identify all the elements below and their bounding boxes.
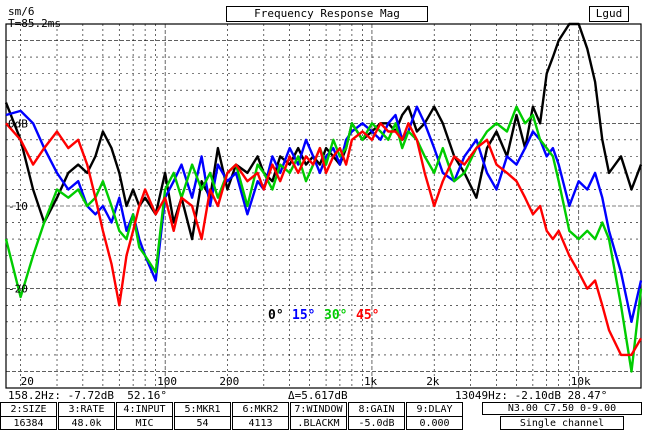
window-softkey[interactable]: 7:WINDOW .BLACKM xyxy=(290,402,347,430)
x-tick-label: 1k xyxy=(364,375,378,388)
series-line-30deg xyxy=(4,105,643,373)
softkey-label: 2:SIZE xyxy=(1,403,56,417)
softkey-label: 8:GAIN xyxy=(349,403,404,417)
legend-45deg: 45° xyxy=(356,308,380,323)
softkey-value: 16384 xyxy=(13,418,44,429)
softkey-value: MIC xyxy=(135,418,154,429)
marker1-readout: 158.2Hz: -7.72dB 52.16° xyxy=(8,389,167,402)
marker2-readout: 13049Hz: -2.10dB 28.47° xyxy=(455,389,608,402)
softkey-label: 5:MKR1 xyxy=(175,403,230,417)
input-softkey[interactable]: 4:INPUT MIC xyxy=(116,402,173,430)
delta-readout: Δ=5.617dB xyxy=(288,389,348,402)
softkey-value: 54 xyxy=(196,418,209,429)
y-tick-label: -10 xyxy=(8,200,28,213)
plot-title[interactable]: Frequency Response Mag xyxy=(226,6,428,22)
softkey-value: 4113 xyxy=(248,418,273,429)
x-tick-label: 20 xyxy=(21,375,34,388)
legend-0deg: 0° xyxy=(268,308,284,323)
y-tick-label: -20 xyxy=(8,283,28,296)
softkey-value: 48.0k xyxy=(71,418,102,429)
plot-tick-labels: 20 100 200 1k 2k 10k 0dB -10 -20 xyxy=(8,117,591,388)
softkey-value: -5.0dB xyxy=(358,418,395,429)
x-tick-label: 200 xyxy=(219,375,239,388)
softkey-label: 4:INPUT xyxy=(117,403,172,417)
size-softkey[interactable]: 2:SIZE 16384 xyxy=(0,402,57,430)
softkey-label: 7:WINDOW xyxy=(291,403,346,417)
channel-mode-button[interactable]: Single channel xyxy=(500,416,624,430)
plot-series xyxy=(4,22,643,373)
legend-15deg: 15° xyxy=(292,308,316,323)
softkey-label: 9:DLAY xyxy=(407,403,462,417)
softkey-value: .BLACKM xyxy=(297,418,340,429)
softkey-label: 6:MKR2 xyxy=(233,403,288,417)
marker1-softkey[interactable]: 5:MKR1 54 xyxy=(174,402,231,430)
x-tick-label: 2k xyxy=(426,375,440,388)
softkey-label: 3:RATE xyxy=(59,403,114,417)
gain-softkey[interactable]: 8:GAIN -5.0dB xyxy=(348,402,405,430)
mode-button[interactable]: Lgud xyxy=(589,6,629,22)
time-window-label: T=85.2ms xyxy=(8,17,61,30)
marker2-softkey[interactable]: 6:MKR2 4113 xyxy=(232,402,289,430)
rate-softkey[interactable]: 3:RATE 48.0k xyxy=(58,402,115,430)
status-settings: N3.00 C7.50 0-9.00 xyxy=(482,402,642,415)
softkey-bar: 2:SIZE 16384 3:RATE 48.0k 4:INPUT MIC 5:MKR… xyxy=(0,402,480,430)
plot-grid xyxy=(5,23,642,389)
x-tick-label: 10k xyxy=(571,375,591,388)
y-tick-label: 0dB xyxy=(8,117,28,130)
series-line-45deg xyxy=(5,122,643,357)
status-panel: N3.00 C7.50 0-9.00 Single channel xyxy=(482,402,642,430)
smoothing-label: sm/6 xyxy=(8,5,35,18)
x-tick-label: 100 xyxy=(157,375,177,388)
legend-30deg: 30° xyxy=(324,308,348,323)
delay-softkey[interactable]: 9:DLAY 0.000 xyxy=(406,402,463,430)
softkey-value: 0.000 xyxy=(419,418,450,429)
